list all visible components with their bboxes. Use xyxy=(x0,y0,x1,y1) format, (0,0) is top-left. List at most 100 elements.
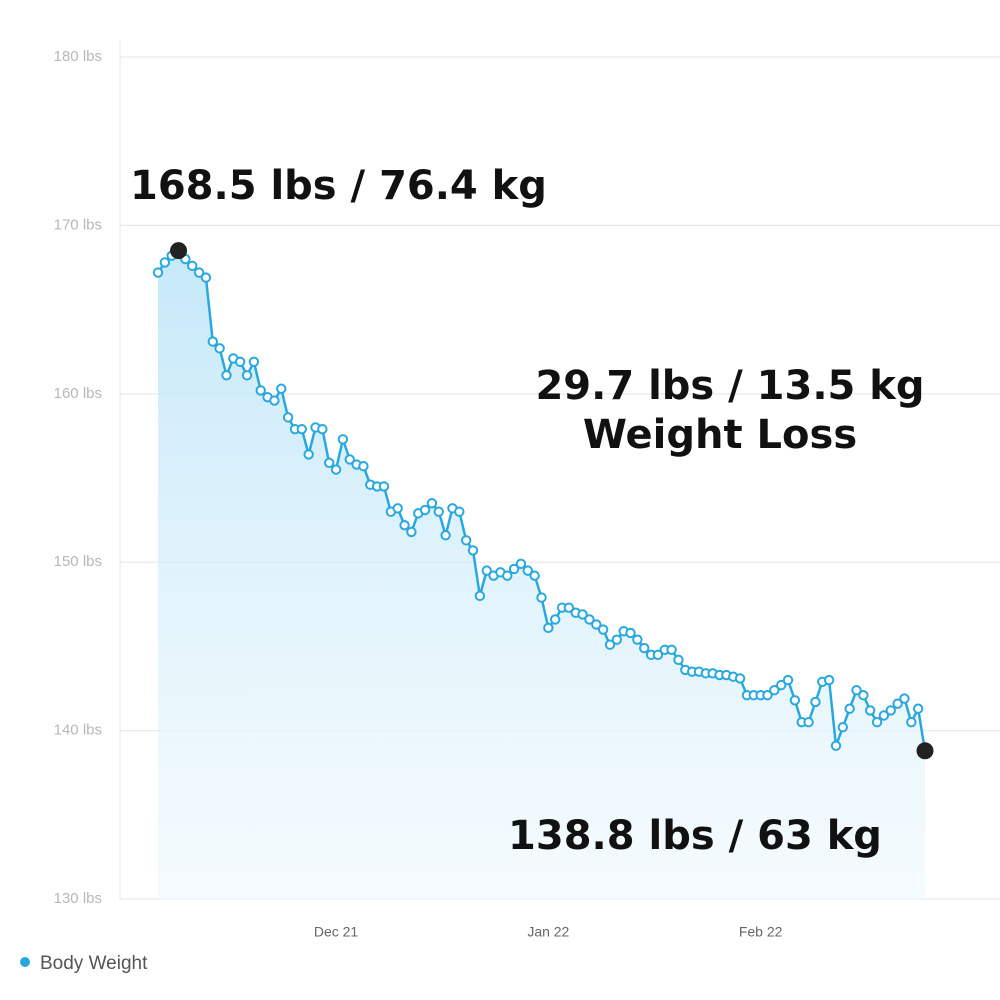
data-point xyxy=(762,690,773,701)
y-tick-label: 170 lbs xyxy=(54,216,102,233)
data-point xyxy=(734,673,746,684)
data-point xyxy=(625,627,636,639)
data-point xyxy=(639,642,650,654)
data-point xyxy=(769,684,780,696)
data-point xyxy=(549,614,561,625)
y-tick-label: 150 lbs xyxy=(54,553,102,570)
data-point xyxy=(844,703,855,714)
data-point xyxy=(406,526,417,538)
data-point xyxy=(912,703,924,714)
data-point xyxy=(906,716,917,728)
y-tick-label: 160 lbs xyxy=(54,385,102,402)
data-point xyxy=(810,696,821,708)
marks-group xyxy=(152,242,934,760)
data-point xyxy=(577,609,588,620)
data-point xyxy=(878,710,890,721)
data-point xyxy=(584,614,595,625)
data-point xyxy=(830,740,842,751)
data-point xyxy=(392,503,403,514)
data-point xyxy=(611,634,623,645)
data-point xyxy=(454,506,465,517)
data-point xyxy=(282,412,294,423)
x-tick-label: Dec 21 xyxy=(314,924,359,940)
data-point xyxy=(214,343,225,354)
data-point xyxy=(426,498,438,509)
highlight-point xyxy=(916,742,934,760)
y-tick-label: 140 lbs xyxy=(54,722,102,739)
data-point xyxy=(269,395,280,406)
data-point xyxy=(207,336,218,347)
data-point xyxy=(440,530,451,541)
data-point xyxy=(597,624,609,635)
data-point xyxy=(303,449,314,460)
data-point xyxy=(399,519,410,531)
data-point xyxy=(330,464,342,475)
annotation: 168.5 lbs / 76.4 kg xyxy=(130,163,547,209)
data-point xyxy=(823,674,835,686)
data-point xyxy=(474,590,486,602)
data-point xyxy=(892,698,903,709)
annotation: 138.8 lbs / 63 kg xyxy=(508,813,882,859)
data-point xyxy=(221,370,232,381)
data-point xyxy=(515,558,527,570)
data-point xyxy=(803,716,814,728)
data-point xyxy=(159,257,171,268)
data-point xyxy=(296,423,308,435)
data-point xyxy=(317,423,328,435)
data-point xyxy=(248,356,260,368)
y-tick-label: 180 lbs xyxy=(54,48,102,65)
data-point xyxy=(324,457,335,469)
data-point xyxy=(200,272,212,283)
annotation: Weight Loss xyxy=(583,412,857,458)
data-point xyxy=(536,592,547,603)
data-point xyxy=(241,370,253,381)
data-point xyxy=(255,385,266,396)
data-point xyxy=(858,690,869,701)
data-point xyxy=(502,570,513,581)
x-tick-label: Feb 22 xyxy=(739,924,783,940)
data-point xyxy=(652,649,664,661)
area-group xyxy=(158,250,925,899)
data-point xyxy=(529,570,540,581)
data-point xyxy=(851,684,862,696)
data-point xyxy=(460,535,472,546)
data-point xyxy=(193,267,205,278)
area-fill xyxy=(158,250,925,899)
legend-label: Body Weight xyxy=(40,953,148,974)
legend-swatch xyxy=(20,957,30,967)
data-point xyxy=(899,693,910,704)
data-point xyxy=(378,481,390,492)
data-point xyxy=(234,356,246,368)
data-point xyxy=(775,679,787,691)
data-point xyxy=(543,622,554,634)
data-point xyxy=(789,695,801,706)
annotation: 29.7 lbs / 13.5 kg xyxy=(535,363,924,409)
data-point xyxy=(673,654,684,666)
data-point xyxy=(563,602,575,613)
x-tick-label: Jan 22 xyxy=(527,924,569,940)
data-point xyxy=(666,644,677,655)
data-point xyxy=(865,705,876,716)
data-point xyxy=(419,504,431,516)
data-point xyxy=(344,454,355,465)
data-point xyxy=(837,722,849,733)
y-tick-label: 130 lbs xyxy=(54,890,102,907)
data-point xyxy=(632,634,643,645)
data-point xyxy=(508,563,520,575)
data-point xyxy=(337,434,349,445)
data-point xyxy=(358,461,369,472)
data-point xyxy=(467,545,479,556)
data-point xyxy=(433,506,444,517)
labels-group: 130 lbs 140 lbs 150 lbs 160 lbs 170 lbs 180 l… xyxy=(20,48,925,974)
data-point xyxy=(604,639,616,650)
data-point xyxy=(481,565,492,576)
data-point xyxy=(522,565,534,576)
highlight-point xyxy=(170,242,188,260)
data-point xyxy=(782,674,794,686)
data-point xyxy=(187,260,198,272)
data-point xyxy=(871,716,883,728)
data-point xyxy=(276,383,287,394)
data-point xyxy=(885,705,896,716)
